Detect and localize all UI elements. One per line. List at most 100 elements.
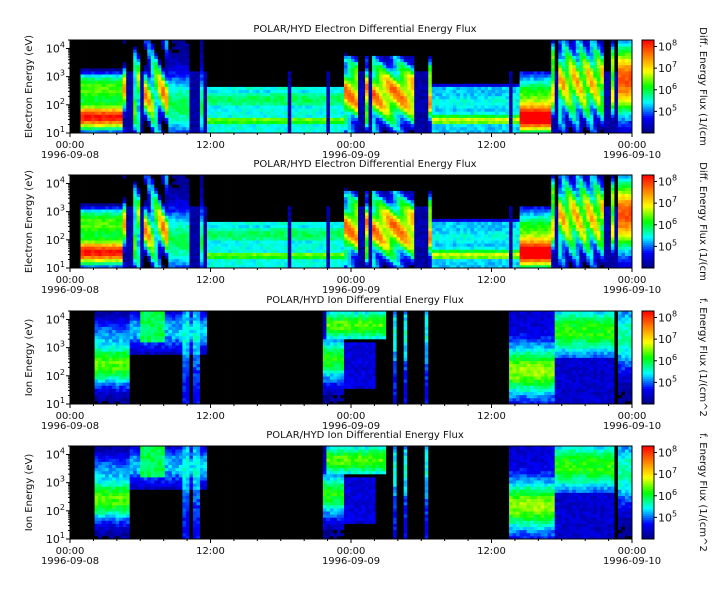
heatmap-cell [185,86,190,90]
heatmap-cell [161,86,166,90]
heatmap-cell [105,108,110,112]
heatmap-cell [495,111,499,115]
heatmap-cell [523,95,528,100]
heatmap-cell [586,67,591,72]
colorbar-segment [642,105,654,109]
heatmap-cell [586,80,591,84]
heatmap-cell [119,58,124,63]
heatmap-cell [431,83,436,87]
heatmap-cell [365,89,369,94]
heatmap-cell [192,71,197,75]
heatmap-cell [119,83,124,87]
heatmap-cell [319,80,324,84]
heatmap-cell [407,108,412,112]
heatmap-cell [582,52,587,56]
heatmap-cell [147,86,152,90]
colorbar-segment [642,115,654,118]
heatmap-cell [101,105,106,109]
heatmap-cell [505,126,510,131]
heatmap-cell [256,43,261,47]
heatmap-cell [477,46,482,50]
heatmap-cell [523,98,528,103]
heatmap-cell [428,102,433,106]
heatmap-cell [280,117,285,121]
heatmap-cell [150,80,155,84]
heatmap-cell [586,64,591,69]
heatmap-cell [480,80,485,84]
heatmap-cell [91,64,95,69]
heatmap-cell [540,123,545,128]
heatmap-cell [417,117,422,121]
heatmap-cell [561,80,566,84]
heatmap-cell [586,55,591,59]
heatmap-cell [252,123,257,128]
heatmap-cell [379,55,384,59]
colorbar-segment [642,107,654,111]
heatmap-cell [80,86,85,90]
heatmap-cell [77,46,81,50]
heatmap-cell [495,55,499,59]
heatmap-cell [105,105,110,109]
heatmap-cell [603,108,608,112]
heatmap-cell [105,129,110,134]
heatmap-cell [603,67,608,72]
heatmap-cell [284,74,289,78]
heatmap-cell [470,123,475,128]
heatmap-cell [122,49,127,53]
heatmap-cell [365,83,369,87]
heatmap-cell [73,49,78,53]
heatmap-cell [168,49,173,53]
heatmap-cell [266,64,271,69]
heatmap-cell [407,129,412,134]
heatmap-cell [140,126,145,131]
heatmap-cell [157,117,162,121]
heatmap-cell [70,55,74,59]
heatmap-cell [431,55,436,59]
heatmap-cell [171,52,176,56]
heatmap-cell [624,98,629,103]
heatmap-cell [438,92,443,97]
heatmap-cell [287,61,292,66]
heatmap-cell [171,126,176,131]
heatmap-cell [175,80,180,84]
heatmap-cell [582,98,587,103]
heatmap-cell [375,123,380,128]
heatmap-cell [600,108,605,112]
heatmap-cell [449,92,454,97]
heatmap-cell [329,123,334,128]
heatmap-cell [182,111,187,115]
heatmap-cell [551,83,556,87]
heatmap-cell [491,129,496,134]
heatmap-cell [347,67,352,72]
heatmap-cell [498,74,503,78]
heatmap-cell [530,83,535,87]
heatmap-cell [351,83,355,87]
heatmap-cell [224,114,229,118]
heatmap-cell [480,61,485,66]
heatmap-cell [312,114,317,118]
heatmap-cell [326,58,331,63]
heatmap-cell [70,77,74,81]
heatmap-cell [565,123,570,128]
heatmap-cell [235,61,239,66]
heatmap-cell [505,102,510,106]
heatmap-cell [407,83,412,87]
heatmap-cell [379,58,384,63]
heatmap-cell [249,95,254,100]
heatmap-cell [502,58,506,63]
heatmap-cell [593,49,598,53]
heatmap-cell [168,105,173,109]
heatmap-cell [537,89,542,94]
heatmap-cell [442,92,447,97]
heatmap-cell [77,67,81,72]
heatmap-cell [407,77,412,81]
colorbar-segment [642,113,654,116]
heatmap-cell [301,49,306,53]
heatmap-cell [551,129,556,134]
heatmap-cell [417,43,422,47]
heatmap-cell [449,83,454,87]
heatmap-cell [410,58,415,63]
heatmap-cell [249,117,254,121]
heatmap-cell [329,95,334,100]
heatmap-cell [270,46,275,50]
